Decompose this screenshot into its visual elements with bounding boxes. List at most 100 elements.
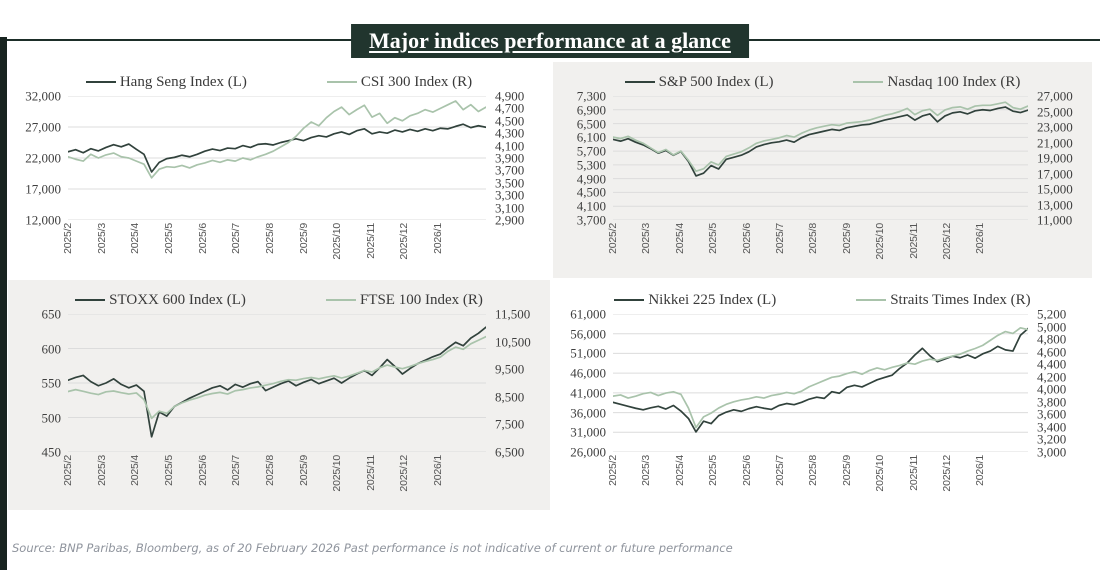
y-tick-label: 500 xyxy=(41,410,62,425)
x-tick-label: 2025/8 xyxy=(263,223,276,254)
y-tick-label: 6,900 xyxy=(576,102,606,118)
chart-panel-hang-seng-csi-300: Hang Seng Index (L) CSI 300 Index (R) 32… xyxy=(8,62,550,278)
y-tick-label: 4,500 xyxy=(576,184,606,200)
x-tick-label: 2025/2 xyxy=(62,223,74,254)
y-tick-label: 3,900 xyxy=(495,150,525,166)
y-tick-label: 7,300 xyxy=(576,88,606,104)
y-tick-label: 13,000 xyxy=(1037,197,1073,212)
y-tick-label: 2,900 xyxy=(495,212,525,228)
y-axis-left: 61,000 56,000 51,000 46,000 41,000 36,000 31,0… xyxy=(561,308,613,459)
line-swatch-icon xyxy=(853,81,884,83)
y-tick-label: 550 xyxy=(41,375,62,391)
y-tick-label: 6,100 xyxy=(576,129,606,145)
y-axis-left: 650 600 550 500 450 xyxy=(16,308,68,459)
x-tick-label: 2025/9 xyxy=(840,455,853,486)
x-tick-label: 2025/5 xyxy=(162,455,175,486)
line-chart-stoxx600-ftse100: STOXX 600 Index (L) FTSE 100 Index (R) 6… xyxy=(8,280,550,510)
y-tick-label: 6,500 xyxy=(576,116,606,132)
x-tick-label: 2025/2 xyxy=(607,455,619,486)
x-tick-label: 2025/4 xyxy=(129,455,142,486)
x-tick-label: 2025/2 xyxy=(62,455,74,486)
y-tick-label: 36,000 xyxy=(570,405,606,421)
line-chart-svg xyxy=(68,96,486,220)
y-tick-label: 51,000 xyxy=(570,345,606,361)
legend-label: CSI 300 Index (R) xyxy=(360,73,473,90)
legend: STOXX 600 Index (L) FTSE 100 Index (R) xyxy=(16,286,542,314)
y-tick-label: 11,000 xyxy=(1037,212,1073,228)
y-tick-label: 4,000 xyxy=(1037,381,1067,397)
x-tick-label: 2025/6 xyxy=(196,223,209,254)
y-tick-label: 5,300 xyxy=(576,157,606,173)
line-swatch-icon xyxy=(85,81,116,83)
legend-label: FTSE 100 Index (R) xyxy=(359,291,483,308)
x-tick-label: 2026/1 xyxy=(432,455,445,486)
y-tick-label: 4,100 xyxy=(495,138,525,154)
y-tick-label: 4,600 xyxy=(1037,344,1067,360)
y-tick-label: 3,500 xyxy=(495,175,525,191)
x-tick-label: 2025/10 xyxy=(331,455,344,492)
left-edge-accent-bar xyxy=(0,37,7,570)
line-swatch-icon xyxy=(325,299,356,301)
x-tick-label: 2025/3 xyxy=(640,455,653,486)
y-tick-label: 4,100 xyxy=(576,198,606,214)
x-tick-label: 2025/4 xyxy=(673,223,686,254)
x-tick-label: 2025/12 xyxy=(941,223,954,260)
y-tick-label: 4,300 xyxy=(495,125,525,141)
y-axis-left: 7,300 6,900 6,500 6,100 5,700 5,300 4,900 4,500… xyxy=(561,90,613,227)
x-tick-label: 2025/8 xyxy=(263,455,276,486)
plot-row: 61,000 56,000 51,000 46,000 41,000 36,000 31,0… xyxy=(561,308,1084,459)
x-tick-label: 2025/7 xyxy=(774,455,787,486)
y-tick-label: 4,900 xyxy=(576,171,606,187)
page-title: Major indices performance at a glance xyxy=(369,28,731,53)
x-tick-label: 2025/9 xyxy=(840,223,853,254)
y-tick-label: 19,000 xyxy=(1037,150,1073,166)
y-tick-label: 4,800 xyxy=(1037,331,1067,347)
legend-label: Straits Times Index (R) xyxy=(890,291,1031,308)
page-title-banner: Major indices performance at a glance xyxy=(351,24,749,58)
y-axis-right: 4,900 4,700 4,500 4,300 4,100 3,900 3,700 3,500… xyxy=(486,90,542,227)
legend-label: Nasdaq 100 Index (R) xyxy=(887,73,1021,90)
y-tick-label: 5,000 xyxy=(1037,319,1067,335)
y-tick-label: 3,200 xyxy=(1037,431,1067,447)
line-chart-svg xyxy=(613,314,1028,452)
y-tick-label: 26,000 xyxy=(570,444,606,460)
x-tick-label: 2025/6 xyxy=(740,455,753,486)
x-tick-label: 2025/4 xyxy=(673,455,686,486)
x-tick-label: 2025/10 xyxy=(874,223,887,260)
line-swatch-icon xyxy=(326,81,357,83)
y-tick-label: 27,000 xyxy=(25,119,61,135)
x-tick-label: 2025/7 xyxy=(230,455,243,486)
plot-area xyxy=(68,314,486,452)
x-axis: 2025/2 2025/3 2025/4 2025/5 2025/6 2025/7 2025… xyxy=(62,452,486,510)
y-tick-label: 61,000 xyxy=(570,306,606,322)
legend-item: Nasdaq 100 Index (R) xyxy=(853,74,1020,91)
x-tick-label: 2025/9 xyxy=(297,455,310,486)
x-tick-label: 2026/1 xyxy=(432,223,445,254)
x-tick-label: 2025/5 xyxy=(707,455,720,486)
y-tick-label: 56,000 xyxy=(570,326,606,342)
plot-area xyxy=(613,96,1028,220)
x-tick-label: 2025/11 xyxy=(364,223,377,259)
y-tick-label: 4,500 xyxy=(495,113,525,129)
legend-item: Nikkei 225 Index (L) xyxy=(614,292,776,309)
x-tick-label: 2026/1 xyxy=(974,223,987,254)
x-tick-label: 2025/8 xyxy=(807,223,820,254)
y-tick-label: 17,000 xyxy=(1037,166,1073,181)
legend: Nikkei 225 Index (L) Straits Times Index… xyxy=(561,286,1084,314)
y-tick-label: 450 xyxy=(41,444,62,460)
y-tick-label: 3,000 xyxy=(1037,444,1067,460)
x-tick-label: 2025/12 xyxy=(941,455,954,492)
line-chart-svg xyxy=(613,96,1028,220)
y-tick-label: 3,100 xyxy=(495,200,525,216)
x-tick-label: 2025/10 xyxy=(331,223,344,260)
y-tick-label: 9,500 xyxy=(495,361,525,377)
y-tick-label: 25,000 xyxy=(1037,104,1073,119)
charts-grid: Hang Seng Index (L) CSI 300 Index (R) 32… xyxy=(8,62,1092,510)
x-tick-label: 2025/12 xyxy=(398,223,411,260)
y-tick-label: 4,900 xyxy=(495,88,525,104)
chart-panel-nikkei225-straits-times: Nikkei 225 Index (L) Straits Times Index… xyxy=(553,280,1092,510)
y-tick-label: 11,500 xyxy=(495,306,531,322)
y-tick-label: 12,000 xyxy=(25,212,61,228)
y-tick-label: 22,000 xyxy=(25,150,61,166)
y-tick-label: 17,000 xyxy=(25,181,61,197)
